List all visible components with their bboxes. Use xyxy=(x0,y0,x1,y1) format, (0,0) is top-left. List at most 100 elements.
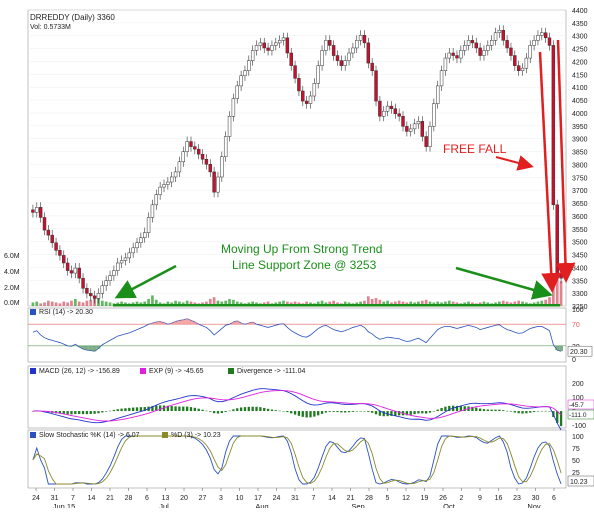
candle-body xyxy=(409,128,413,132)
rsi-overbought-fill xyxy=(185,318,190,325)
macd-signal-line xyxy=(32,390,562,422)
candle-body xyxy=(227,116,232,137)
volume-bar xyxy=(447,300,451,306)
divergence-bar xyxy=(559,411,563,427)
candle-body xyxy=(478,47,482,56)
candle-body xyxy=(366,42,371,64)
stoch-legend: Slow Stochastic %K (14) -> 6.07 xyxy=(30,432,140,439)
divergence-bar xyxy=(85,411,89,415)
divergence-bar xyxy=(332,411,335,412)
candle-body xyxy=(50,234,54,244)
volume-bar xyxy=(216,300,220,306)
free-fall-arrow-1 xyxy=(538,51,562,293)
candle-body xyxy=(505,40,509,49)
divergence-bar xyxy=(31,411,35,412)
volume-bar xyxy=(501,300,505,306)
volume-bar xyxy=(451,301,455,306)
volume-bar xyxy=(189,301,193,306)
free-fall-annotation: FREE FALL xyxy=(443,142,507,156)
candle-body xyxy=(266,47,270,51)
volume-bar xyxy=(378,299,382,306)
divergence-bar xyxy=(328,411,331,412)
price-tick-label: 4150 xyxy=(572,72,588,79)
stoch-d-swatch xyxy=(162,432,168,439)
date-tick-label: 24 xyxy=(32,495,40,502)
candle-body xyxy=(108,275,112,281)
volume-bar xyxy=(120,301,123,306)
divergence-bar xyxy=(313,411,316,417)
date-tick-label: 14 xyxy=(328,495,336,502)
divergence-bar xyxy=(517,411,520,414)
candle-body xyxy=(169,176,174,183)
stoch-d-line xyxy=(32,435,562,485)
volume-bar xyxy=(482,301,486,306)
macd-tick-label: -100 xyxy=(572,423,586,430)
rsi-value-box xyxy=(567,345,593,357)
divergence-bar xyxy=(521,411,524,414)
rsi-oversold-fill xyxy=(69,345,74,347)
volume-bar xyxy=(540,300,544,306)
chart-title: DRREDDY (Daily) 3360 xyxy=(30,13,115,22)
free-fall-arrow-2 xyxy=(555,39,576,283)
volume-tick-label: 6.0M xyxy=(4,253,20,260)
volume-bar xyxy=(282,300,285,306)
price-tick-label: 4200 xyxy=(572,59,588,66)
volume-bar xyxy=(401,301,405,306)
divergence-bar xyxy=(216,411,220,414)
price-tick-label: 3950 xyxy=(572,124,588,131)
volume-bar xyxy=(467,301,470,306)
macd-label: MACD (26, 12) -> -156.89 xyxy=(39,368,120,375)
divergence-bar xyxy=(471,406,474,412)
rsi-tick-label: 0 xyxy=(572,357,576,364)
candle-body xyxy=(355,40,359,49)
price-tick-label: 3850 xyxy=(572,150,588,157)
candle-body xyxy=(231,98,236,117)
candle-body xyxy=(466,40,471,46)
price-tick-label: 3400 xyxy=(572,265,588,272)
divergence-bar xyxy=(128,407,131,412)
candle-body xyxy=(347,52,351,61)
candle-body xyxy=(289,52,293,66)
divergence-bar xyxy=(158,405,162,412)
divergence-bar xyxy=(324,411,328,413)
date-tick-label: 31 xyxy=(51,495,59,502)
divergence-bar xyxy=(317,411,320,416)
volume-bar xyxy=(212,297,216,306)
candle-body xyxy=(274,42,278,46)
candle-body xyxy=(389,105,394,109)
volume-bar xyxy=(424,299,428,306)
macd-tick-label: 200 xyxy=(572,381,584,388)
volume-bar xyxy=(420,300,424,306)
divergence-bar xyxy=(513,411,516,413)
candle-body xyxy=(146,217,151,233)
volume-bar xyxy=(513,301,517,306)
volume-bar xyxy=(143,301,147,306)
volume-tick-label: 2.0M xyxy=(4,285,20,292)
divergence-bar xyxy=(286,411,289,413)
divergence-bar xyxy=(124,408,127,412)
divergence-bar xyxy=(247,406,250,412)
volume-bar xyxy=(104,301,108,306)
candle-body xyxy=(451,52,455,56)
volume-bar xyxy=(286,301,289,306)
candle-body xyxy=(158,186,162,195)
price-tick-label: 3750 xyxy=(572,175,588,182)
divergence-bar xyxy=(490,409,493,412)
candle-body xyxy=(482,50,486,56)
volume-bar xyxy=(517,300,521,306)
divergence-bar xyxy=(540,410,543,412)
price-tick-label: 3250 xyxy=(572,304,588,311)
candle-body xyxy=(204,159,209,165)
volume-bar xyxy=(151,295,154,306)
divergence-bar xyxy=(243,407,247,412)
stoch-current-value: 10.23 xyxy=(570,479,588,486)
candle-body xyxy=(189,141,193,147)
date-tick-label: 12 xyxy=(402,495,410,502)
divergence-bar xyxy=(475,407,478,412)
candle-body xyxy=(428,126,432,147)
divergence-bar xyxy=(478,408,482,412)
candle-body xyxy=(374,70,378,102)
support-arrow-right xyxy=(455,266,553,300)
divergence-bar xyxy=(266,408,270,412)
candle-body xyxy=(493,32,498,41)
